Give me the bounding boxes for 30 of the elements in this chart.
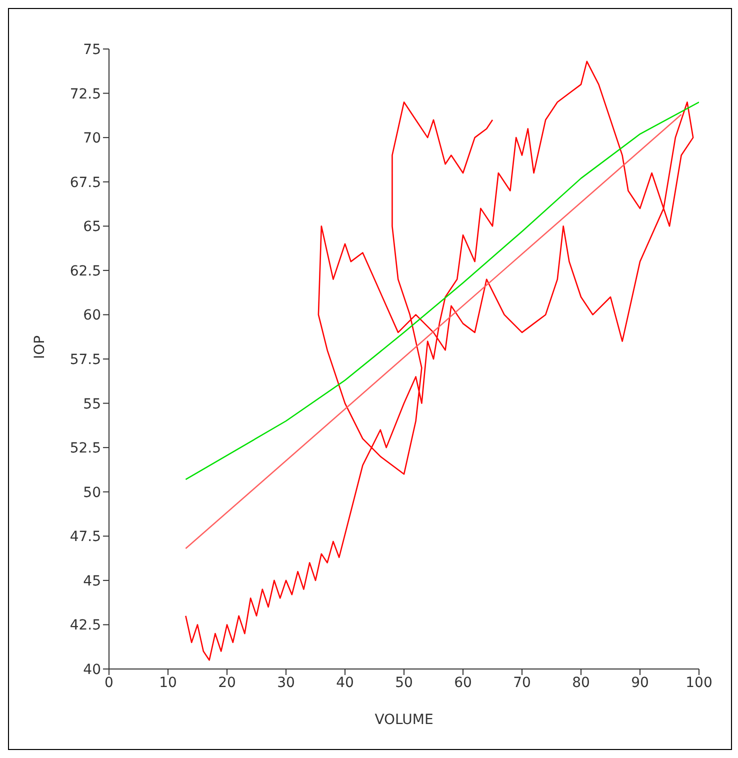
x-tick-label: 80 [572, 674, 590, 691]
y-tick-label: 47.5 [70, 529, 101, 546]
y-tick-label: 52.5 [70, 440, 101, 457]
y-tick-label: 72.5 [70, 86, 101, 102]
x-tick-label: 30 [277, 674, 295, 691]
x-axis-title: VOLUME [374, 712, 434, 728]
y-tick-label: 55 [83, 396, 101, 412]
y-tick-label: 57.5 [70, 352, 101, 368]
x-tick-label: 60 [454, 674, 472, 691]
y-tick-label: 45 [83, 573, 101, 590]
y-tick-label: 67.5 [70, 174, 101, 191]
y-tick-label: 70 [83, 130, 101, 147]
y-tick-label: 40 [83, 662, 101, 678]
y-tick-label: 75 [83, 42, 101, 58]
x-tick-label: 50 [395, 674, 413, 691]
y-axis-title: IOP [32, 335, 48, 359]
line-series [185, 60, 694, 661]
x-tick-label: 90 [631, 674, 649, 691]
y-tick-label: 62.5 [70, 263, 101, 280]
x-tick-label: 40 [336, 674, 354, 691]
y-tick-label: 50 [83, 484, 101, 501]
x-tick-label: 0 [104, 674, 114, 691]
x-tick-label: 100 [686, 674, 712, 691]
y-tick-label: 60 [83, 308, 101, 324]
x-tick-label: 10 [159, 674, 177, 691]
y-tick-label: 42.5 [70, 618, 101, 634]
x-tick-label: 70 [513, 674, 531, 691]
y-tick-label: 65 [83, 219, 101, 236]
line-series [185, 101, 699, 480]
x-tick-label: 20 [218, 674, 236, 691]
